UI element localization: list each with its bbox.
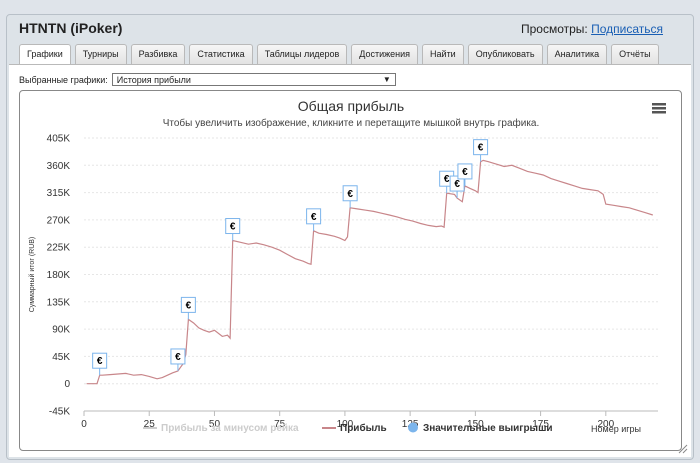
marker-symbol: € — [311, 212, 317, 223]
big-win-marker[interactable]: € — [225, 218, 241, 241]
marker-flag — [449, 175, 465, 192]
legend-bigwin-symbol — [408, 422, 418, 433]
tab-9[interactable]: Отчёты — [611, 44, 659, 65]
chevron-down-icon: ▼ — [382, 75, 391, 84]
x-tick-label: 50 — [209, 419, 221, 430]
y-tick-label: 180K — [47, 270, 71, 281]
y-axis-title: Суммарный итог (RUB) — [28, 237, 36, 313]
marker-flag — [92, 352, 108, 369]
marker-symbol: € — [175, 352, 181, 363]
app-title: HTNTN (iPoker) — [19, 20, 123, 36]
tab-2[interactable]: Разбивка — [130, 44, 186, 65]
marker-symbol: € — [444, 174, 450, 185]
y-tick-label: 360K — [47, 161, 71, 172]
y-tick-label: 315K — [47, 188, 71, 199]
menu-icon[interactable] — [652, 103, 666, 114]
marker-symbol: € — [186, 300, 192, 311]
big-win-marker[interactable]: € — [180, 296, 196, 320]
marker-symbol: € — [454, 179, 460, 190]
chart-subtitle: Чтобы увеличить изображение, кликните и … — [163, 117, 540, 129]
tab-8[interactable]: Аналитика — [546, 44, 608, 65]
tab-1[interactable]: Турниры — [74, 44, 127, 65]
marker-flag — [342, 185, 358, 202]
marker-flag — [306, 208, 322, 225]
graph-selector-label: Выбранные графики: — [19, 74, 108, 85]
tab-6[interactable]: Найти — [422, 44, 464, 65]
y-tick-label: 135K — [47, 297, 71, 308]
x-tick-label: 150 — [467, 419, 484, 430]
tab-0[interactable]: Графики — [19, 44, 71, 66]
y-tick-label: 405K — [47, 134, 71, 145]
legend-item-profit[interactable]: Прибыль — [340, 422, 387, 434]
big-win-marker[interactable]: € — [473, 139, 489, 162]
x-tick-label: 200 — [597, 419, 614, 430]
marker-flag — [180, 296, 196, 313]
x-tick-label: 25 — [144, 419, 156, 430]
big-win-marker[interactable]: € — [342, 185, 358, 208]
y-tick-label: 0 — [64, 379, 70, 390]
x-tick-label: 175 — [532, 419, 549, 430]
marker-symbol: € — [462, 167, 468, 178]
y-tick-label: 270K — [47, 215, 71, 226]
legend-item-bigwins[interactable]: Значительные выигрыши — [423, 423, 553, 434]
x-tick-label: 75 — [274, 419, 286, 430]
marker-symbol: € — [97, 356, 103, 367]
marker-symbol: € — [347, 189, 353, 200]
menu-icon-bar — [652, 111, 666, 114]
graph-select-value: История прибыли — [116, 74, 191, 85]
tab-4[interactable]: Таблицы лидеров — [256, 44, 348, 65]
legend-item-rake[interactable]: Прибыль за минусом рейка — [161, 422, 299, 434]
chart-title: Общая прибыль — [298, 98, 404, 114]
big-win-marker[interactable]: € — [306, 208, 322, 231]
views-label: Просмотры: — [520, 22, 588, 36]
marker-flag — [170, 348, 186, 365]
x-tick-label: 100 — [337, 419, 354, 430]
big-win-marker[interactable]: € — [449, 175, 465, 199]
tab-bar: Графики Турниры Разбивка Статистика Таблицы … — [19, 44, 659, 66]
views-info: Просмотры: Подписаться — [521, 22, 663, 36]
graph-select[interactable]: История прибыли ▼ — [111, 73, 396, 86]
profit-series-line[interactable] — [86, 159, 653, 385]
marker-flag — [225, 218, 241, 235]
graphs-panel: Выбранные графики: История прибыли ▼ Общ… — [9, 64, 691, 457]
tab-7[interactable]: Опубликовать — [467, 44, 543, 65]
main-window: HTNTN (iPoker) Просмотры: Подписаться Гр… — [6, 14, 694, 460]
marker-symbol: € — [230, 222, 236, 233]
marker-symbol: € — [478, 143, 484, 154]
x-axis-title: Номер игры — [591, 424, 641, 434]
marker-flag — [457, 163, 473, 180]
tab-5[interactable]: Достижения — [351, 44, 419, 65]
resize-handle-icon[interactable] — [678, 444, 688, 454]
big-win-marker[interactable]: € — [457, 163, 473, 186]
x-tick-label: 0 — [81, 419, 87, 430]
chart-svg[interactable]: Общая прибыль Чтобы увеличить изображение… — [20, 91, 682, 451]
big-win-marker[interactable]: € — [92, 352, 108, 376]
tab-3[interactable]: Статистика — [189, 44, 253, 65]
profit-chart[interactable]: Общая прибыль Чтобы увеличить изображение… — [19, 90, 682, 451]
big-win-marker[interactable]: € — [170, 348, 186, 371]
menu-icon-bar — [652, 103, 666, 106]
graph-selector-row: Выбранные графики: История прибыли ▼ — [19, 73, 396, 86]
subscribe-link[interactable]: Подписаться — [591, 22, 663, 36]
y-tick-label: -45K — [49, 407, 70, 418]
marker-flag — [473, 139, 489, 156]
y-tick-label: 90K — [52, 325, 70, 336]
y-tick-label: 45K — [52, 352, 70, 363]
title-bar: HTNTN (iPoker) Просмотры: Подписаться — [7, 15, 693, 43]
menu-icon-bar — [652, 107, 666, 110]
y-tick-label: 225K — [47, 243, 71, 254]
